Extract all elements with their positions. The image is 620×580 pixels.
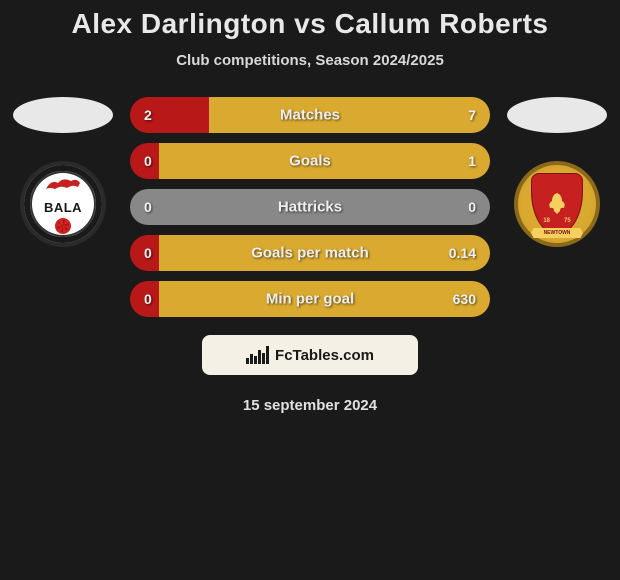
brand-footer: FcTables.com — [202, 335, 418, 375]
right-team-badge: 18 75 NEWTOWN — [514, 161, 600, 247]
stat-right-value: 7 — [468, 107, 476, 123]
stat-label: Matches — [280, 107, 340, 124]
stat-left-value: 0 — [144, 291, 152, 307]
page-title: Alex Darlington vs Callum Roberts — [0, 8, 620, 40]
left-badge-label: BALA — [43, 200, 83, 215]
subtitle: Club competitions, Season 2024/2025 — [0, 52, 620, 69]
stat-label: Goals — [289, 153, 331, 170]
comparison-container: Alex Darlington vs Callum Roberts Club c… — [0, 0, 620, 414]
shield-icon: 18 75 NEWTOWN — [531, 173, 583, 235]
lion-icon — [544, 191, 570, 217]
stat-label: Min per goal — [266, 291, 354, 308]
pill-left-fill — [130, 97, 209, 133]
stat-pill: 0 0.14 Goals per match — [130, 235, 490, 271]
stats-column: 2 7 Matches 0 1 Goals 0 0 Hattricks 0 0.14 Goals pe… — [118, 97, 502, 317]
stat-left-value: 0 — [144, 153, 152, 169]
stat-left-value: 0 — [144, 245, 152, 261]
left-player-col: BALA — [8, 97, 118, 247]
stat-label: Goals per match — [251, 245, 369, 262]
dragon-icon — [43, 175, 83, 193]
stat-right-value: 0.14 — [449, 245, 476, 261]
bars-icon — [246, 346, 269, 364]
brand-text: FcTables.com — [275, 347, 374, 364]
stat-left-value: 0 — [144, 199, 152, 215]
stat-right-value: 0 — [468, 199, 476, 215]
right-player-ellipse — [507, 97, 607, 133]
main-row: BALA 2 7 Matches 0 1 Goals 0 0 Hattricks 0 0.14 Goa… — [0, 97, 620, 317]
left-player-ellipse — [13, 97, 113, 133]
stat-pill: 2 7 Matches — [130, 97, 490, 133]
ball-icon — [55, 218, 71, 234]
pill-right-fill — [209, 97, 490, 133]
badge-year: 18 75 — [543, 218, 570, 224]
badge-inner: BALA — [43, 175, 83, 234]
right-player-col: 18 75 NEWTOWN — [502, 97, 612, 247]
year-left: 18 — [543, 218, 550, 224]
left-team-badge: BALA — [20, 161, 106, 247]
year-right: 75 — [564, 218, 571, 224]
stat-pill: 0 0 Hattricks — [130, 189, 490, 225]
badge-banner: NEWTOWN — [531, 228, 583, 238]
stat-right-value: 1 — [468, 153, 476, 169]
date-line: 15 september 2024 — [0, 397, 620, 414]
stat-left-value: 2 — [144, 107, 152, 123]
stat-label: Hattricks — [278, 199, 342, 216]
stat-pill: 0 1 Goals — [130, 143, 490, 179]
stat-pill: 0 630 Min per goal — [130, 281, 490, 317]
stat-right-value: 630 — [453, 291, 476, 307]
